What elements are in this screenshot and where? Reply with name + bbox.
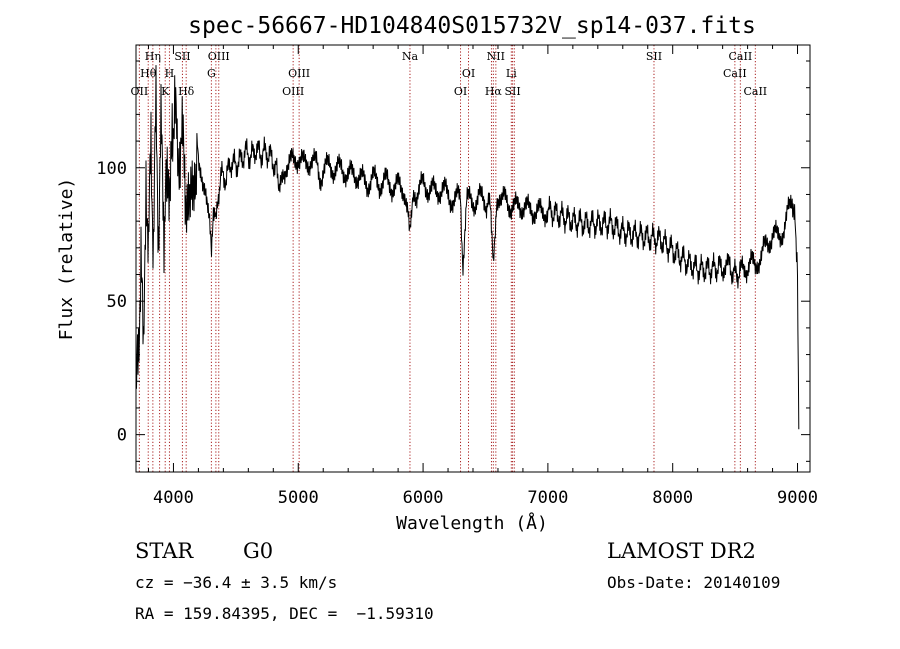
line-label-19: Li xyxy=(506,67,517,80)
x-tick-label-4: 8000 xyxy=(652,488,693,508)
line-label-24: CaII xyxy=(729,50,753,63)
line-label-6: SII xyxy=(174,50,190,63)
class-label: STAR xyxy=(135,539,194,563)
spectrum-line-0 xyxy=(135,65,800,430)
line-label-15: OI xyxy=(462,67,475,80)
y-tick-label-2: 100 xyxy=(96,159,127,179)
x-tick-label-5: 9000 xyxy=(777,488,818,508)
line-label-8: G xyxy=(207,67,216,80)
survey-label: LAMOST DR2 xyxy=(607,539,756,563)
y-axis-label: Flux (relative) xyxy=(56,178,77,341)
line-label-0: OII xyxy=(131,85,149,98)
line-labels: OII Hθ Hη KH SII Hδ G OIII OIII OIII Na OI OI Hα NIILi… xyxy=(131,50,768,98)
line-label-13: Na xyxy=(402,50,419,63)
subclass-label: G0 xyxy=(243,539,274,563)
line-label-17: Hα xyxy=(485,85,503,98)
line-label-12: OIII xyxy=(288,67,310,80)
line-label-14: OI xyxy=(454,85,467,98)
spectrum-series xyxy=(135,65,800,430)
redshift-text: cz = −36.4 ± 3.5 km/s xyxy=(135,573,338,592)
axes: 4000 5000 6000 7000 8000 9000 0 50 100 xyxy=(96,45,818,508)
line-label-5: H xyxy=(165,67,175,80)
coordinates-text: RA = 159.84395, DEC = −1.59310 xyxy=(135,604,434,623)
line-label-23: CaII xyxy=(723,67,747,80)
spectral-line-markers xyxy=(138,45,756,472)
line-label-1: Hθ xyxy=(140,67,157,80)
line-label-7: Hδ xyxy=(178,85,195,98)
x-tick-label-3: 7000 xyxy=(527,488,568,508)
y-tick-label-0: 0 xyxy=(117,426,127,446)
line-label-22: SII xyxy=(646,50,662,63)
line-label-18: NII xyxy=(487,50,505,63)
x-tick-label-0: 4000 xyxy=(153,488,194,508)
line-label-25: CaII xyxy=(743,85,767,98)
x-axis-label: Wavelength (Å) xyxy=(396,512,548,534)
y-tick-label-1: 50 xyxy=(107,292,127,312)
line-label-20: SII xyxy=(504,85,520,98)
chart-title: spec-56667-HD104840S015732V_sp14-037.fit… xyxy=(188,13,756,39)
line-label-11: OIII xyxy=(282,85,304,98)
x-tick-label-1: 5000 xyxy=(278,488,319,508)
obs-date-text: Obs-Date: 20140109 xyxy=(607,573,781,592)
line-label-2: Hη xyxy=(145,50,161,63)
line-label-4: K xyxy=(161,85,170,98)
x-tick-label-2: 6000 xyxy=(403,488,444,508)
line-label-10: OIII xyxy=(208,50,230,63)
